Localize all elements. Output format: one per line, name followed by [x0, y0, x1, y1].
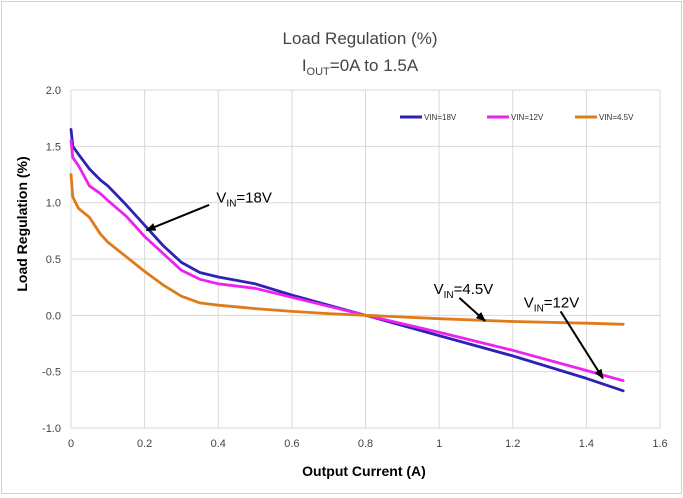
x-tick-label: 1.2 [505, 438, 520, 450]
y-tick-label: 0.5 [46, 254, 61, 266]
annotation-label-vin12: VIN=12V [524, 294, 579, 314]
y-tick-label: 1.0 [46, 198, 61, 210]
legend: VIN=18V VIN=12V VIN=4.5V [400, 113, 634, 122]
x-tick-label: 0 [68, 438, 74, 450]
series-layer [69, 128, 625, 393]
annotation-rest: =18V [236, 190, 271, 207]
y-tick-label: 2.0 [46, 85, 61, 97]
x-tick-label: 1.4 [579, 438, 594, 450]
series-line-vin-4-5v [69, 173, 625, 326]
annotation-main: V [216, 190, 226, 207]
chart-subtitle: IOUT=0A to 1.5A [302, 56, 419, 78]
series-line-vin-18v [69, 128, 625, 393]
y-axis-title: Load Regulation (%) [14, 156, 30, 291]
annotation-label-vin45: VIN=4.5V [434, 281, 494, 301]
x-tick-label: 1 [436, 438, 442, 450]
chart-subtitle-sub: OUT [307, 66, 331, 78]
x-axis-title: Output Current (A) [302, 463, 426, 479]
annotation-rest: =12V [544, 294, 579, 311]
x-tick-label: 1.6 [652, 438, 667, 450]
annotation-label-vin18: VIN=18V [216, 190, 271, 210]
chart-subtitle-main: I [302, 56, 307, 75]
series-line-vin-12v [69, 139, 625, 383]
legend-label: VIN=18V [424, 113, 457, 122]
annotation-arrow-vin18 [145, 203, 210, 232]
annotation-sub: IN [444, 290, 454, 301]
axis-layer: -1.0 -0.5 0.0 0.5 1.0 1.5 2.0 0 0.2 0.4 0.6 0.8 1 1.2… [42, 85, 668, 450]
grid-layer [70, 89, 661, 429]
y-tick-label: 0.0 [46, 310, 61, 322]
y-tick-label: 1.5 [46, 141, 61, 153]
chart-title: Load Regulation (%) [283, 29, 438, 48]
annotation-arrow-vin12 [559, 310, 604, 380]
x-tick-label: 0.4 [211, 438, 226, 450]
annotation-rest: =4.5V [454, 281, 494, 298]
annotation-arrow-vin45 [458, 297, 486, 322]
annotation-sub: IN [226, 199, 236, 210]
chart-subtitle-rest: =0A to 1.5A [330, 56, 419, 75]
legend-label: VIN=12V [511, 113, 544, 122]
annotation-main: V [524, 294, 534, 311]
y-tick-label: -1.0 [42, 423, 61, 435]
annotation-sub: IN [534, 303, 544, 314]
x-tick-label: 0.6 [284, 438, 299, 450]
annotation-main: V [434, 281, 444, 298]
x-tick-label: 0.8 [358, 438, 373, 450]
x-tick-label: 0.2 [137, 438, 152, 450]
y-tick-label: -0.5 [42, 367, 61, 379]
legend-label: VIN=4.5V [599, 113, 634, 122]
